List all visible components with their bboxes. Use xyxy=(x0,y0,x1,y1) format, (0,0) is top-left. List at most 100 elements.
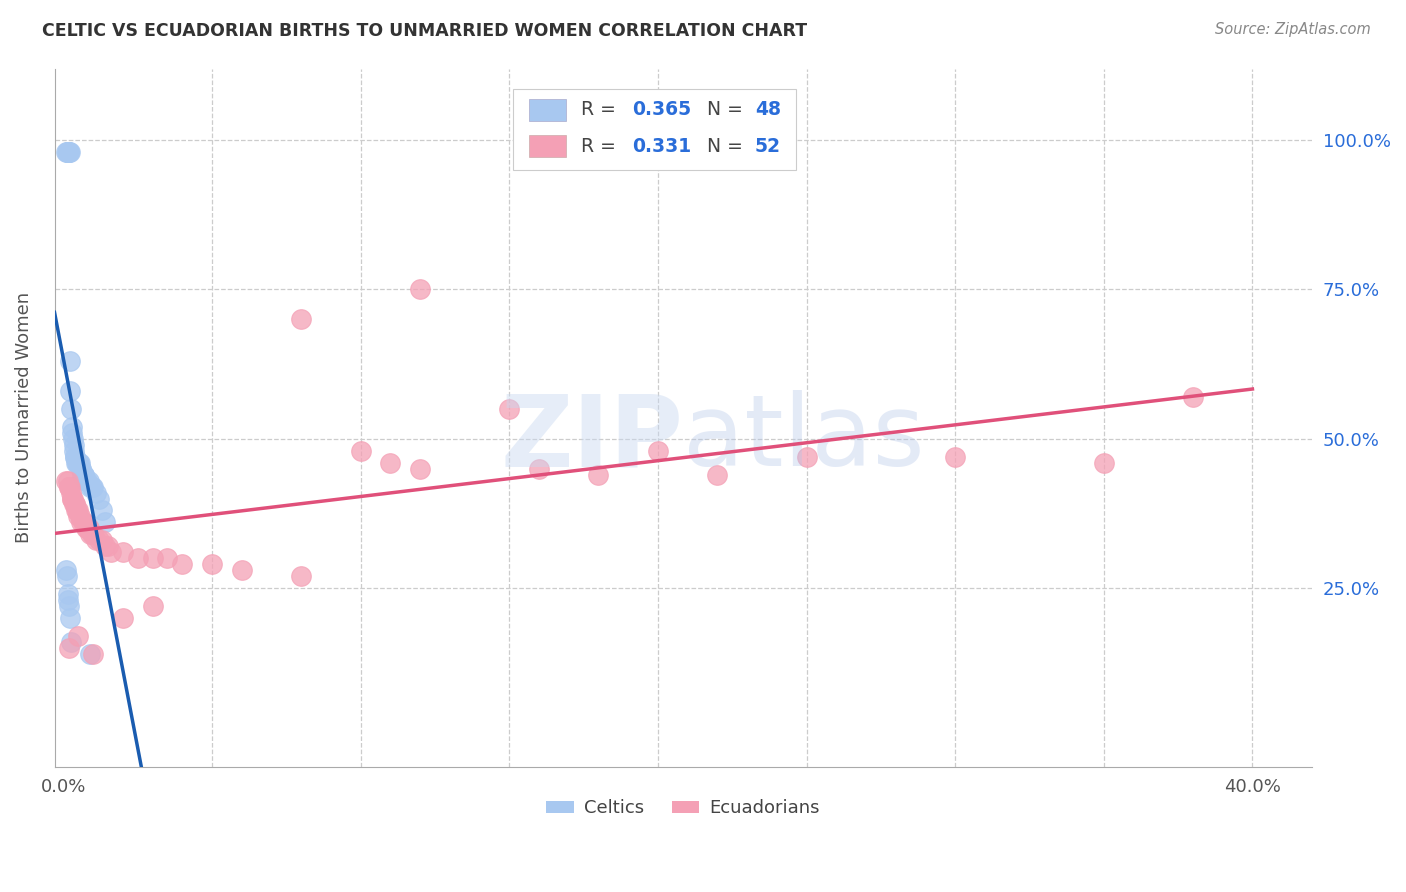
Text: 0.365: 0.365 xyxy=(631,100,690,120)
Point xyxy=(647,443,669,458)
Point xyxy=(60,635,83,649)
Point xyxy=(77,521,100,535)
Point xyxy=(82,647,104,661)
Point xyxy=(588,467,610,482)
Point xyxy=(56,587,79,601)
Point xyxy=(67,509,90,524)
Point xyxy=(67,456,90,470)
Point xyxy=(62,432,84,446)
Point xyxy=(290,312,312,326)
Point xyxy=(380,456,402,470)
Point xyxy=(59,485,82,500)
Point xyxy=(84,533,107,548)
Text: ZIP: ZIP xyxy=(501,391,683,487)
Point xyxy=(76,521,98,535)
Point xyxy=(943,450,966,464)
Text: 48: 48 xyxy=(755,100,780,120)
Text: atlas: atlas xyxy=(683,391,925,487)
Text: CELTIC VS ECUADORIAN BIRTHS TO UNMARRIED WOMEN CORRELATION CHART: CELTIC VS ECUADORIAN BIRTHS TO UNMARRIED… xyxy=(42,22,807,40)
Point xyxy=(56,145,79,160)
Point xyxy=(127,551,149,566)
Point xyxy=(156,551,179,566)
Text: Source: ZipAtlas.com: Source: ZipAtlas.com xyxy=(1215,22,1371,37)
Point xyxy=(76,474,98,488)
Point xyxy=(77,474,100,488)
Point xyxy=(69,456,91,470)
Point xyxy=(527,461,550,475)
Point xyxy=(56,569,79,583)
Point xyxy=(65,503,87,517)
Point xyxy=(66,456,89,470)
Point xyxy=(69,461,91,475)
Text: 52: 52 xyxy=(755,136,780,155)
Point xyxy=(59,611,82,625)
Point xyxy=(60,420,83,434)
Point xyxy=(59,479,82,493)
Point xyxy=(79,479,101,493)
Point xyxy=(409,283,432,297)
Point xyxy=(69,509,91,524)
Point xyxy=(73,516,96,530)
Point xyxy=(290,569,312,583)
Point xyxy=(59,384,82,398)
Point xyxy=(67,456,90,470)
Point xyxy=(75,474,97,488)
Point xyxy=(94,516,117,530)
Point xyxy=(62,438,84,452)
Point xyxy=(58,145,80,160)
Point xyxy=(60,491,83,506)
Point xyxy=(58,640,80,655)
Point xyxy=(91,503,114,517)
Point xyxy=(73,467,96,482)
Text: N =: N = xyxy=(707,136,749,155)
Text: N =: N = xyxy=(707,100,749,120)
Point xyxy=(706,467,728,482)
Point xyxy=(1092,456,1115,470)
Point xyxy=(87,491,110,506)
Point xyxy=(70,467,93,482)
Point xyxy=(66,456,89,470)
Point xyxy=(65,450,87,464)
Point xyxy=(409,461,432,475)
Point xyxy=(75,521,97,535)
Point xyxy=(59,401,82,416)
Y-axis label: Births to Unmarried Women: Births to Unmarried Women xyxy=(15,293,32,543)
Point xyxy=(72,516,94,530)
Point xyxy=(67,629,90,643)
Point xyxy=(84,485,107,500)
Point xyxy=(58,145,80,160)
Point xyxy=(82,527,104,541)
Point xyxy=(59,354,82,368)
Point xyxy=(65,498,87,512)
Point xyxy=(91,533,114,548)
Point xyxy=(70,461,93,475)
Point xyxy=(60,425,83,440)
Text: R =: R = xyxy=(581,100,623,120)
Point xyxy=(94,539,117,553)
Point xyxy=(796,450,818,464)
Point xyxy=(60,491,83,506)
Point xyxy=(58,479,80,493)
Point xyxy=(87,533,110,548)
Point xyxy=(79,527,101,541)
Bar xyxy=(529,135,567,157)
Point xyxy=(231,563,253,577)
Point xyxy=(58,145,80,160)
Point xyxy=(56,145,79,160)
Point xyxy=(111,545,134,559)
Point xyxy=(111,611,134,625)
Point xyxy=(56,145,79,160)
Text: 0.331: 0.331 xyxy=(631,136,690,155)
Point xyxy=(70,516,93,530)
Point xyxy=(172,558,194,572)
Point xyxy=(56,474,79,488)
Point xyxy=(66,503,89,517)
Bar xyxy=(529,98,567,121)
Point xyxy=(58,599,80,613)
Point xyxy=(63,498,86,512)
Point xyxy=(100,545,122,559)
Point xyxy=(65,456,87,470)
Point xyxy=(63,443,86,458)
Point xyxy=(142,599,165,613)
Point xyxy=(66,503,89,517)
